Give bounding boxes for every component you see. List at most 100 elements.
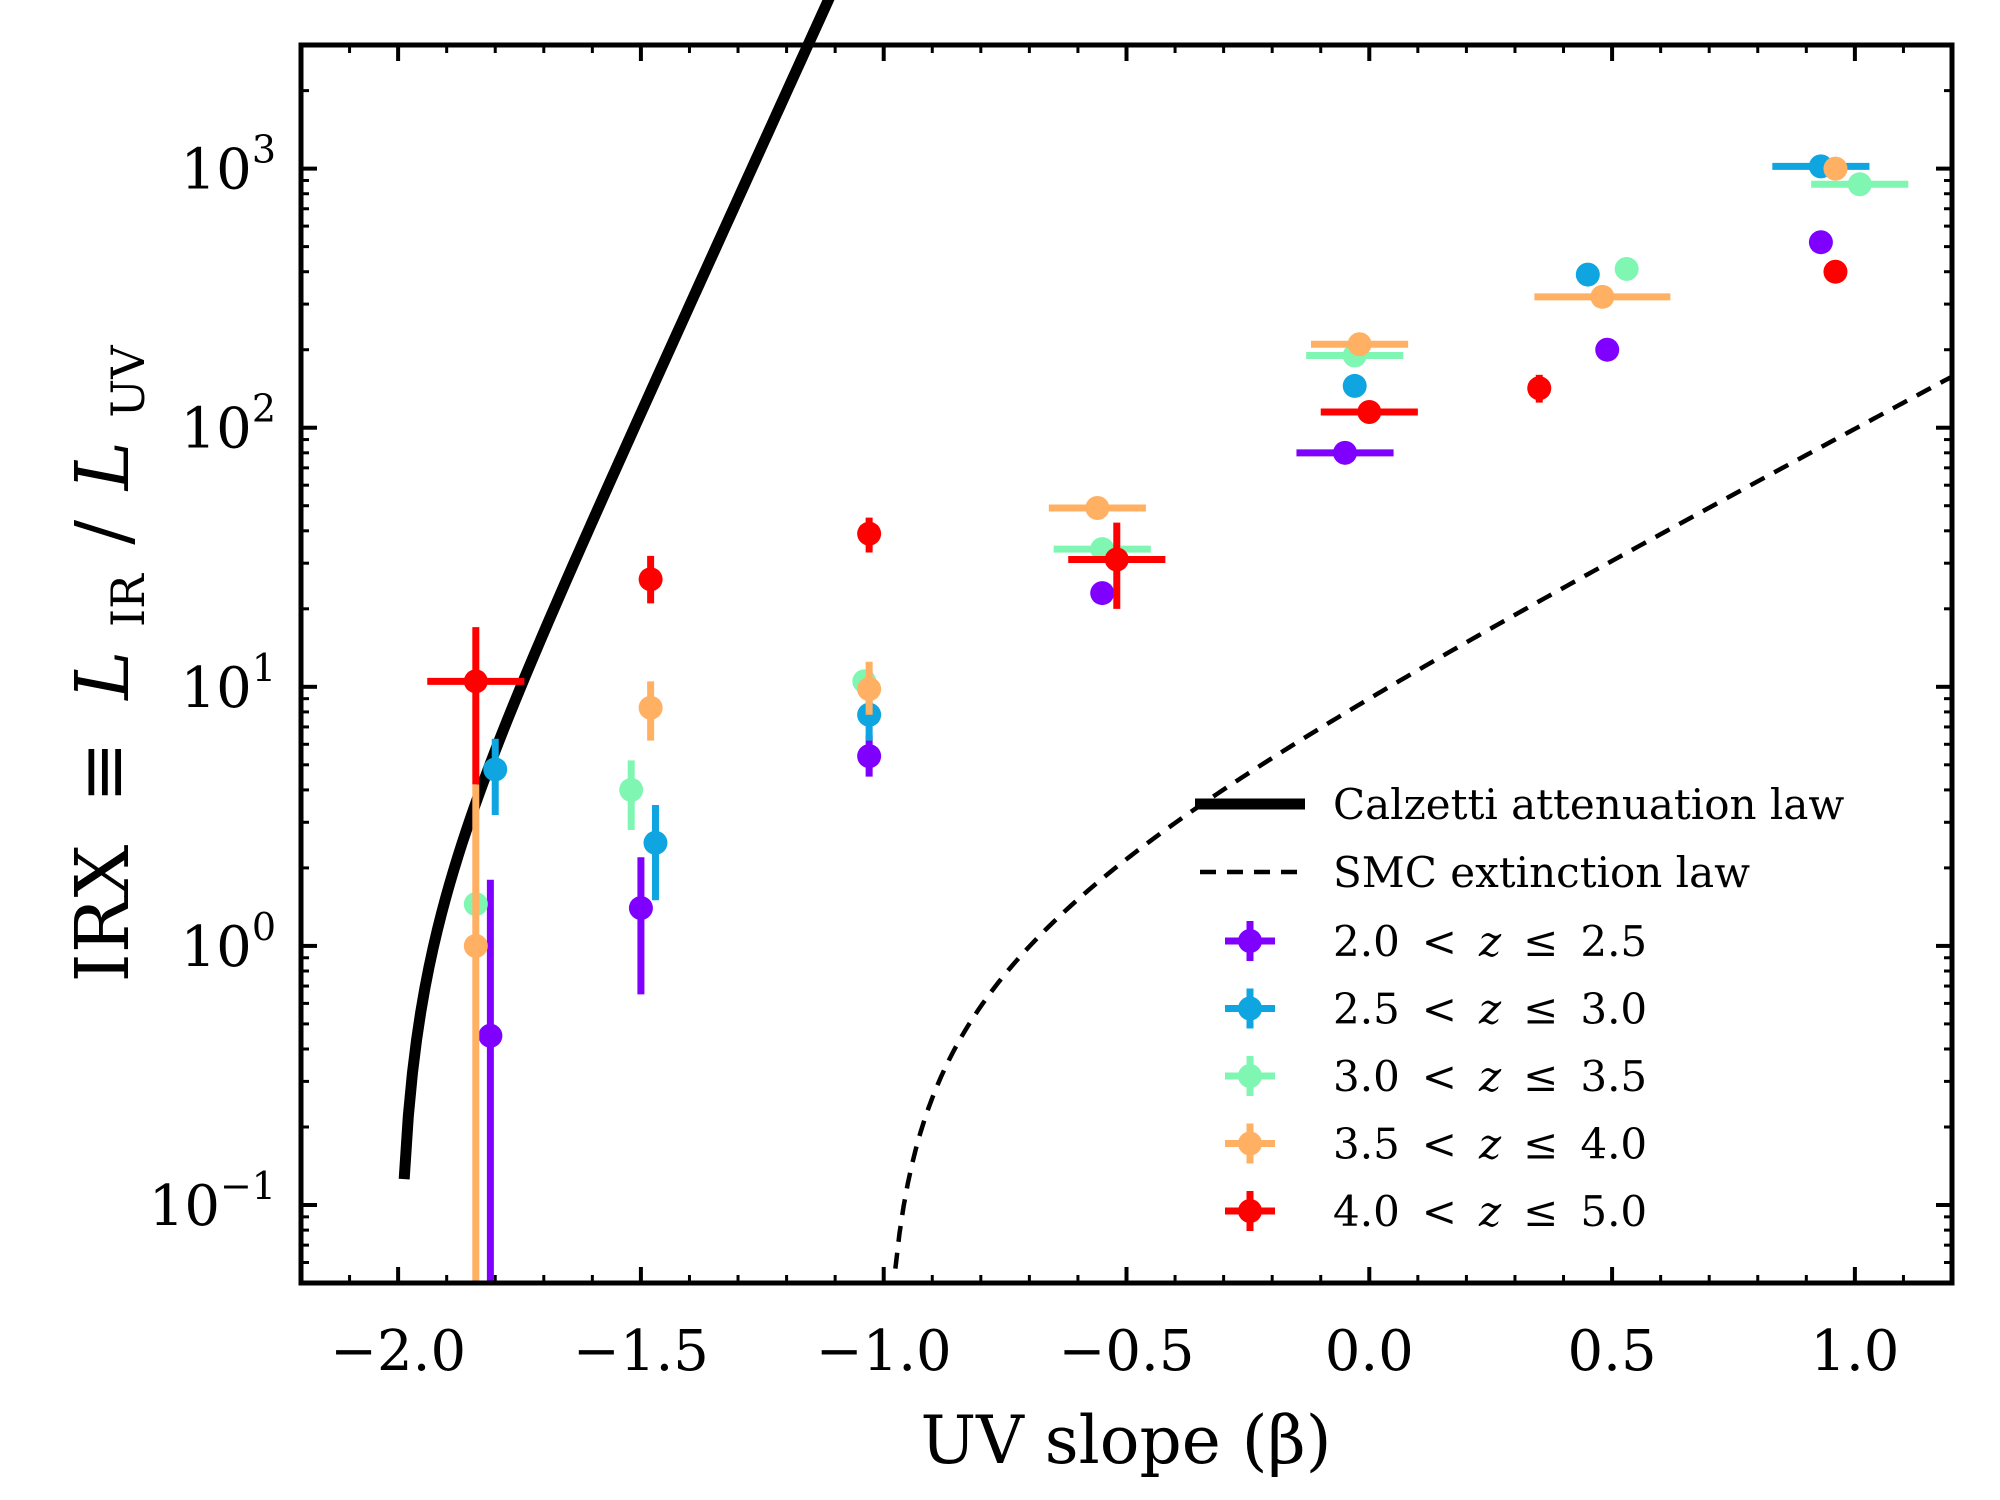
x-tick-label: −1.0 [816,1319,952,1384]
legend-series-label: 3.5 < z ≤4.0 [1333,1120,1647,1169]
legend-marker-dot [1238,1064,1262,1088]
data-point [643,830,668,855]
tick-layer [301,43,1952,1285]
legend-label-part: 5.0 [1580,1187,1647,1236]
data-point [1342,373,1367,398]
y-tick-exponent: 3 [252,128,276,172]
legend-label-part: 2.5 [1333,985,1400,1034]
legend-label-part: ≤ [1523,917,1558,966]
legend-label-part: < [1422,1052,1457,1101]
data-point [463,669,488,694]
legend-label-part: 4.0 [1580,1120,1647,1169]
y-tick-exponent: −1 [220,1164,276,1208]
legend-label-part: z [1478,917,1502,966]
data-point [1527,376,1552,401]
legend-label-part: < [1422,1120,1457,1169]
y-axis-title-uv-sub: UV [101,345,155,418]
legend-label-part: 2.5 [1580,917,1647,966]
y-tick-base: 10 [181,656,252,721]
data-point [1104,547,1129,572]
legend-label-part: ≤ [1523,1052,1558,1101]
legend-label-part: < [1422,985,1457,1034]
data-point [1333,440,1358,465]
x-tick-label: 1.0 [1810,1319,1899,1384]
data-point [857,744,882,769]
legend-entry-4: 3.5 < z ≤4.0 [1225,1120,1647,1169]
series-4 [463,156,1848,1283]
y-tick-base: 10 [181,915,252,980]
y-axis-title-slash: / [60,520,146,545]
legend-marker-dot [1238,929,1262,953]
series-5 [427,259,1848,785]
y-axis-title: IRX ≡ L IR / L UV [60,345,162,983]
legend-entry-2: 2.5 < z ≤3.0 [1225,985,1647,1034]
legend-label-part: z [1478,985,1502,1034]
y-tick-exponent: 2 [252,387,276,431]
legend-smc-label: SMC extinction law [1333,848,1750,897]
legend-label-part: ≤ [1523,1187,1558,1236]
y-tick-exponent: 1 [252,646,276,690]
legend-marker-dot [1238,1131,1262,1156]
data-point [483,757,508,782]
data-point [619,777,644,802]
smc-curve [893,374,1954,1269]
legend-series-list: 2.0 < z ≤2.5 2.5 < z ≤3.0 3.0 < z ≤3.5 3.5 < z ≤4.0 4.0 <… [1225,917,1647,1236]
legend-series-label: 2.5 < z ≤3.0 [1333,985,1647,1034]
legend-label-part: z [1478,1120,1502,1169]
data-point [1823,156,1848,181]
x-tick-label: 0.5 [1568,1319,1657,1384]
data-point [1575,262,1600,287]
legend-label-part: 4.0 [1333,1187,1400,1236]
data-point [1595,337,1620,362]
data-point-layer [427,154,1909,1283]
tick-label-layer: −2.0 −1.5 −1.0 −0.5 0.0 0.5 1.010−110010110210… [149,128,1900,1384]
legend-entry-5: 4.0 < z ≤5.0 [1225,1187,1647,1236]
legend-label-part: 2.0 [1333,917,1400,966]
data-point [857,677,882,702]
y-axis-title-L1: L [60,651,146,702]
data-point [1614,256,1639,281]
data-point [1357,399,1382,424]
legend-label-part: ≤ [1523,1120,1558,1169]
y-tick-label: 10−1 [149,1164,276,1239]
y-tick-exponent: 0 [252,905,276,949]
y-tick-label: 100 [181,905,276,980]
legend-marker-dot [1238,996,1262,1021]
legend-entry-3: 3.0 < z ≤3.5 [1225,1052,1647,1101]
legend-label-part: 3.5 [1333,1120,1400,1169]
legend-series-label: 2.0 < z ≤2.5 [1333,917,1647,966]
data-point [1090,581,1115,606]
legend-calzetti-label: Calzetti attenuation law [1333,780,1844,829]
legend-marker-dot [1238,1199,1262,1223]
calzetti-curve [398,0,835,1180]
data-point [1347,332,1372,357]
y-axis-title-equiv: ≡ [60,741,146,803]
legend-series-label: 3.0 < z ≤3.5 [1333,1052,1647,1101]
y-axis-title-L2: L [60,441,146,492]
legend-label-part: < [1422,917,1457,966]
data-point [638,567,663,592]
y-axis-title-ir-sub: IR [101,573,155,627]
y-tick-label: 101 [181,646,276,721]
data-point [857,521,882,546]
data-point [478,1023,503,1048]
x-tick-label: −0.5 [1059,1319,1195,1384]
legend-entry-1: 2.0 < z ≤2.5 [1225,917,1647,966]
y-tick-base: 10 [181,138,252,203]
data-point [628,896,653,921]
y-tick-label: 102 [181,387,276,462]
data-point [1847,172,1872,197]
y-tick-label: 103 [181,128,276,203]
y-axis-title-irx: IRX [60,844,146,982]
y-tick-base: 10 [149,1174,220,1239]
data-point [1823,259,1848,284]
x-axis-title: UV slope (β) [921,1402,1332,1479]
series-2 [483,154,1870,901]
data-point [1085,495,1110,520]
legend-label-part: ≤ [1523,985,1558,1034]
legend-label-part: z [1478,1052,1502,1101]
legend-label-part: 3.0 [1580,985,1647,1034]
y-tick-base: 10 [181,397,252,462]
curve-layer [398,0,1954,1269]
